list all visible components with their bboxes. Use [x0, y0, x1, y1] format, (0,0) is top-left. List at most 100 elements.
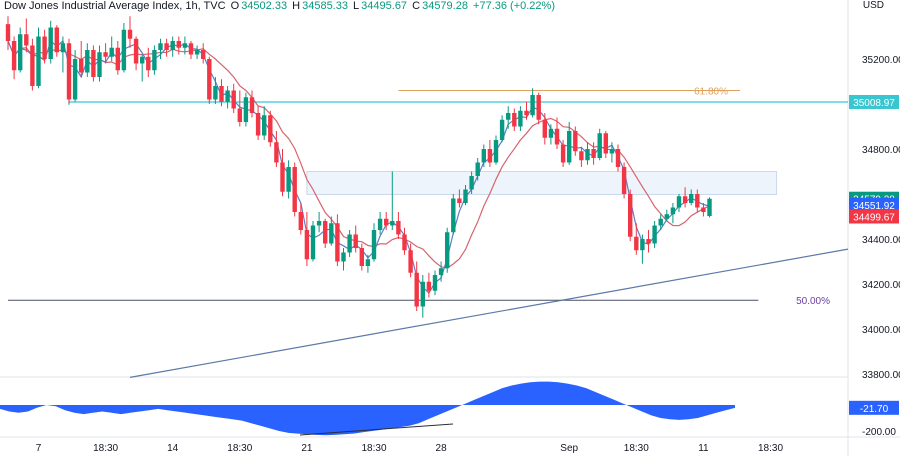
candle — [512, 108, 517, 131]
candle-body — [11, 41, 17, 71]
candle — [304, 212, 310, 266]
y-tick-label: 34800.00 — [862, 145, 900, 156]
candle — [402, 227, 407, 255]
candle — [188, 41, 194, 59]
candle-body — [621, 167, 627, 194]
candle — [146, 47, 151, 77]
candle — [79, 41, 84, 77]
candle-body — [188, 43, 194, 55]
x-tick-label: 14 — [167, 443, 179, 454]
y-tick-label: 34200.00 — [862, 280, 900, 291]
candle-body — [91, 50, 96, 77]
candle-body — [548, 128, 554, 138]
candle — [609, 142, 615, 163]
x-tick-label: 18:30 — [93, 443, 118, 454]
candle-body — [591, 149, 596, 158]
candle — [115, 41, 120, 75]
candle-body — [176, 41, 181, 48]
low-label: L — [353, 0, 360, 12]
candle-body — [420, 281, 425, 307]
price-badge-label: 34499.67 — [853, 213, 895, 224]
candle-body — [72, 59, 78, 100]
candle — [701, 203, 706, 217]
candle — [573, 126, 578, 156]
candle — [487, 140, 493, 167]
candle — [707, 197, 712, 218]
candle-body — [365, 259, 371, 266]
candle — [329, 216, 334, 246]
candle-body — [457, 198, 462, 203]
candle-body — [170, 41, 175, 50]
candle — [390, 171, 395, 230]
candle-body — [347, 234, 352, 253]
candle-body — [658, 218, 663, 226]
candle-body — [103, 52, 108, 57]
candle — [676, 194, 682, 212]
candle-body — [201, 50, 206, 59]
candle-body — [243, 97, 249, 122]
open-value: 34502.33 — [241, 0, 288, 12]
candle — [158, 38, 163, 59]
candle-body — [274, 142, 279, 163]
candle — [463, 185, 468, 206]
candle-body — [231, 90, 236, 109]
candle — [225, 86, 230, 109]
candle-body — [286, 167, 291, 192]
candle-body — [487, 149, 493, 163]
candle — [286, 160, 291, 199]
candle-body — [85, 50, 90, 73]
candle-body — [469, 176, 474, 190]
candle — [591, 142, 596, 165]
candle — [103, 43, 108, 64]
candle — [5, 16, 11, 50]
candle-body — [634, 236, 639, 251]
candle-body — [402, 234, 407, 251]
consolidation-zone — [306, 171, 778, 195]
candle-body — [194, 50, 200, 55]
candle-body — [689, 194, 694, 203]
candle — [298, 203, 303, 235]
candle — [133, 36, 139, 71]
candle-body — [42, 36, 47, 59]
currency-label[interactable]: USD — [862, 0, 884, 11]
candle — [414, 261, 419, 311]
candle — [48, 20, 53, 64]
candle — [11, 36, 17, 80]
candle-body — [536, 95, 541, 120]
candle — [634, 223, 639, 255]
candle-body — [316, 221, 322, 226]
y-tick-label: 34000.00 — [862, 325, 900, 336]
candle-body — [640, 239, 645, 251]
candle-body — [664, 214, 669, 219]
candle — [524, 101, 529, 120]
candle — [243, 92, 249, 127]
candle-body — [182, 43, 188, 48]
symbol-title[interactable]: Dow Jones Industrial Average Index, 1h, … — [4, 0, 226, 12]
y-tick-label: 35200.00 — [862, 55, 900, 66]
x-tick-label: 18:30 — [624, 443, 649, 454]
candle-body — [146, 56, 151, 71]
candle — [127, 16, 133, 48]
candle — [445, 227, 450, 273]
x-tick-label: 11 — [698, 443, 709, 454]
candle-body — [499, 119, 505, 140]
candle — [384, 212, 389, 230]
ma-slow-line — [7, 40, 710, 269]
candle-body — [524, 110, 529, 116]
x-tick-label: 18:30 — [227, 443, 252, 454]
candle — [201, 43, 206, 64]
candle — [323, 218, 328, 248]
candle — [310, 221, 316, 262]
candle — [567, 122, 572, 165]
candle — [432, 270, 438, 296]
candle — [597, 128, 602, 161]
candle — [66, 38, 72, 104]
candle-body — [5, 24, 11, 41]
x-tick-label: 7 — [36, 443, 42, 454]
candle — [140, 54, 145, 82]
candle-body — [36, 36, 41, 86]
candle-body — [323, 221, 328, 244]
candle-body — [445, 232, 450, 269]
candle-body — [24, 34, 29, 46]
